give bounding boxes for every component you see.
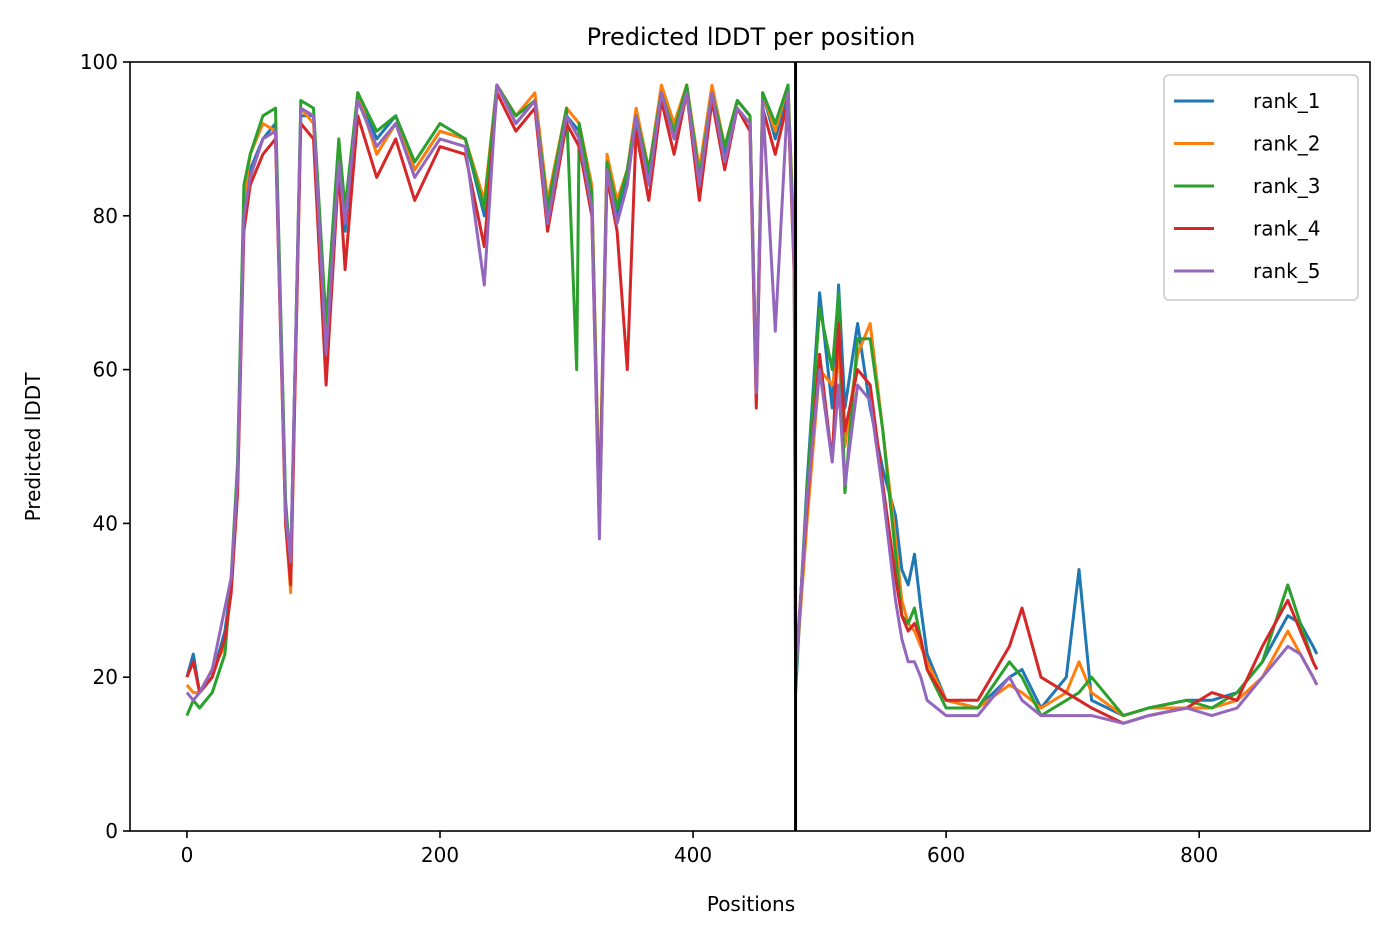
y-tick-label: 100 [80,50,118,74]
legend: rank_1 rank_2 rank_3 rank_4 rank_5 [1163,74,1359,301]
legend-label-rank_3: rank_3 [1253,174,1320,198]
legend-label-rank_4: rank_4 [1253,217,1320,241]
x-tick-label: 0 [181,843,194,867]
chart-title: Predicted lDDT per position [587,23,916,51]
x-tick-label: 600 [927,843,965,867]
x-axis-ticks: 0 200 400 600 800 [181,831,1218,867]
plot-area [129,61,1371,832]
series-line-rank_4 [185,91,1319,725]
legend-box [1163,74,1359,301]
y-tick-label: 80 [93,204,118,228]
x-tick-label: 200 [421,843,459,867]
legend-label-rank_1: rank_1 [1253,89,1320,113]
legend-label-rank_2: rank_2 [1253,132,1320,156]
x-tick-label: 400 [674,843,712,867]
x-axis-label: Positions [707,892,795,916]
plot-frame [129,61,1371,832]
y-tick-label: 40 [93,511,118,535]
y-axis-label: Predicted lDDT [21,372,45,522]
x-tick-label: 800 [1180,843,1218,867]
y-tick-label: 0 [105,819,118,843]
series-line-rank_5 [185,83,1319,725]
y-axis-ticks: 0 20 40 60 80 100 [80,50,130,843]
y-tick-label: 60 [93,358,118,382]
legend-label-rank_5: rank_5 [1253,259,1320,283]
y-tick-label: 20 [93,665,118,689]
